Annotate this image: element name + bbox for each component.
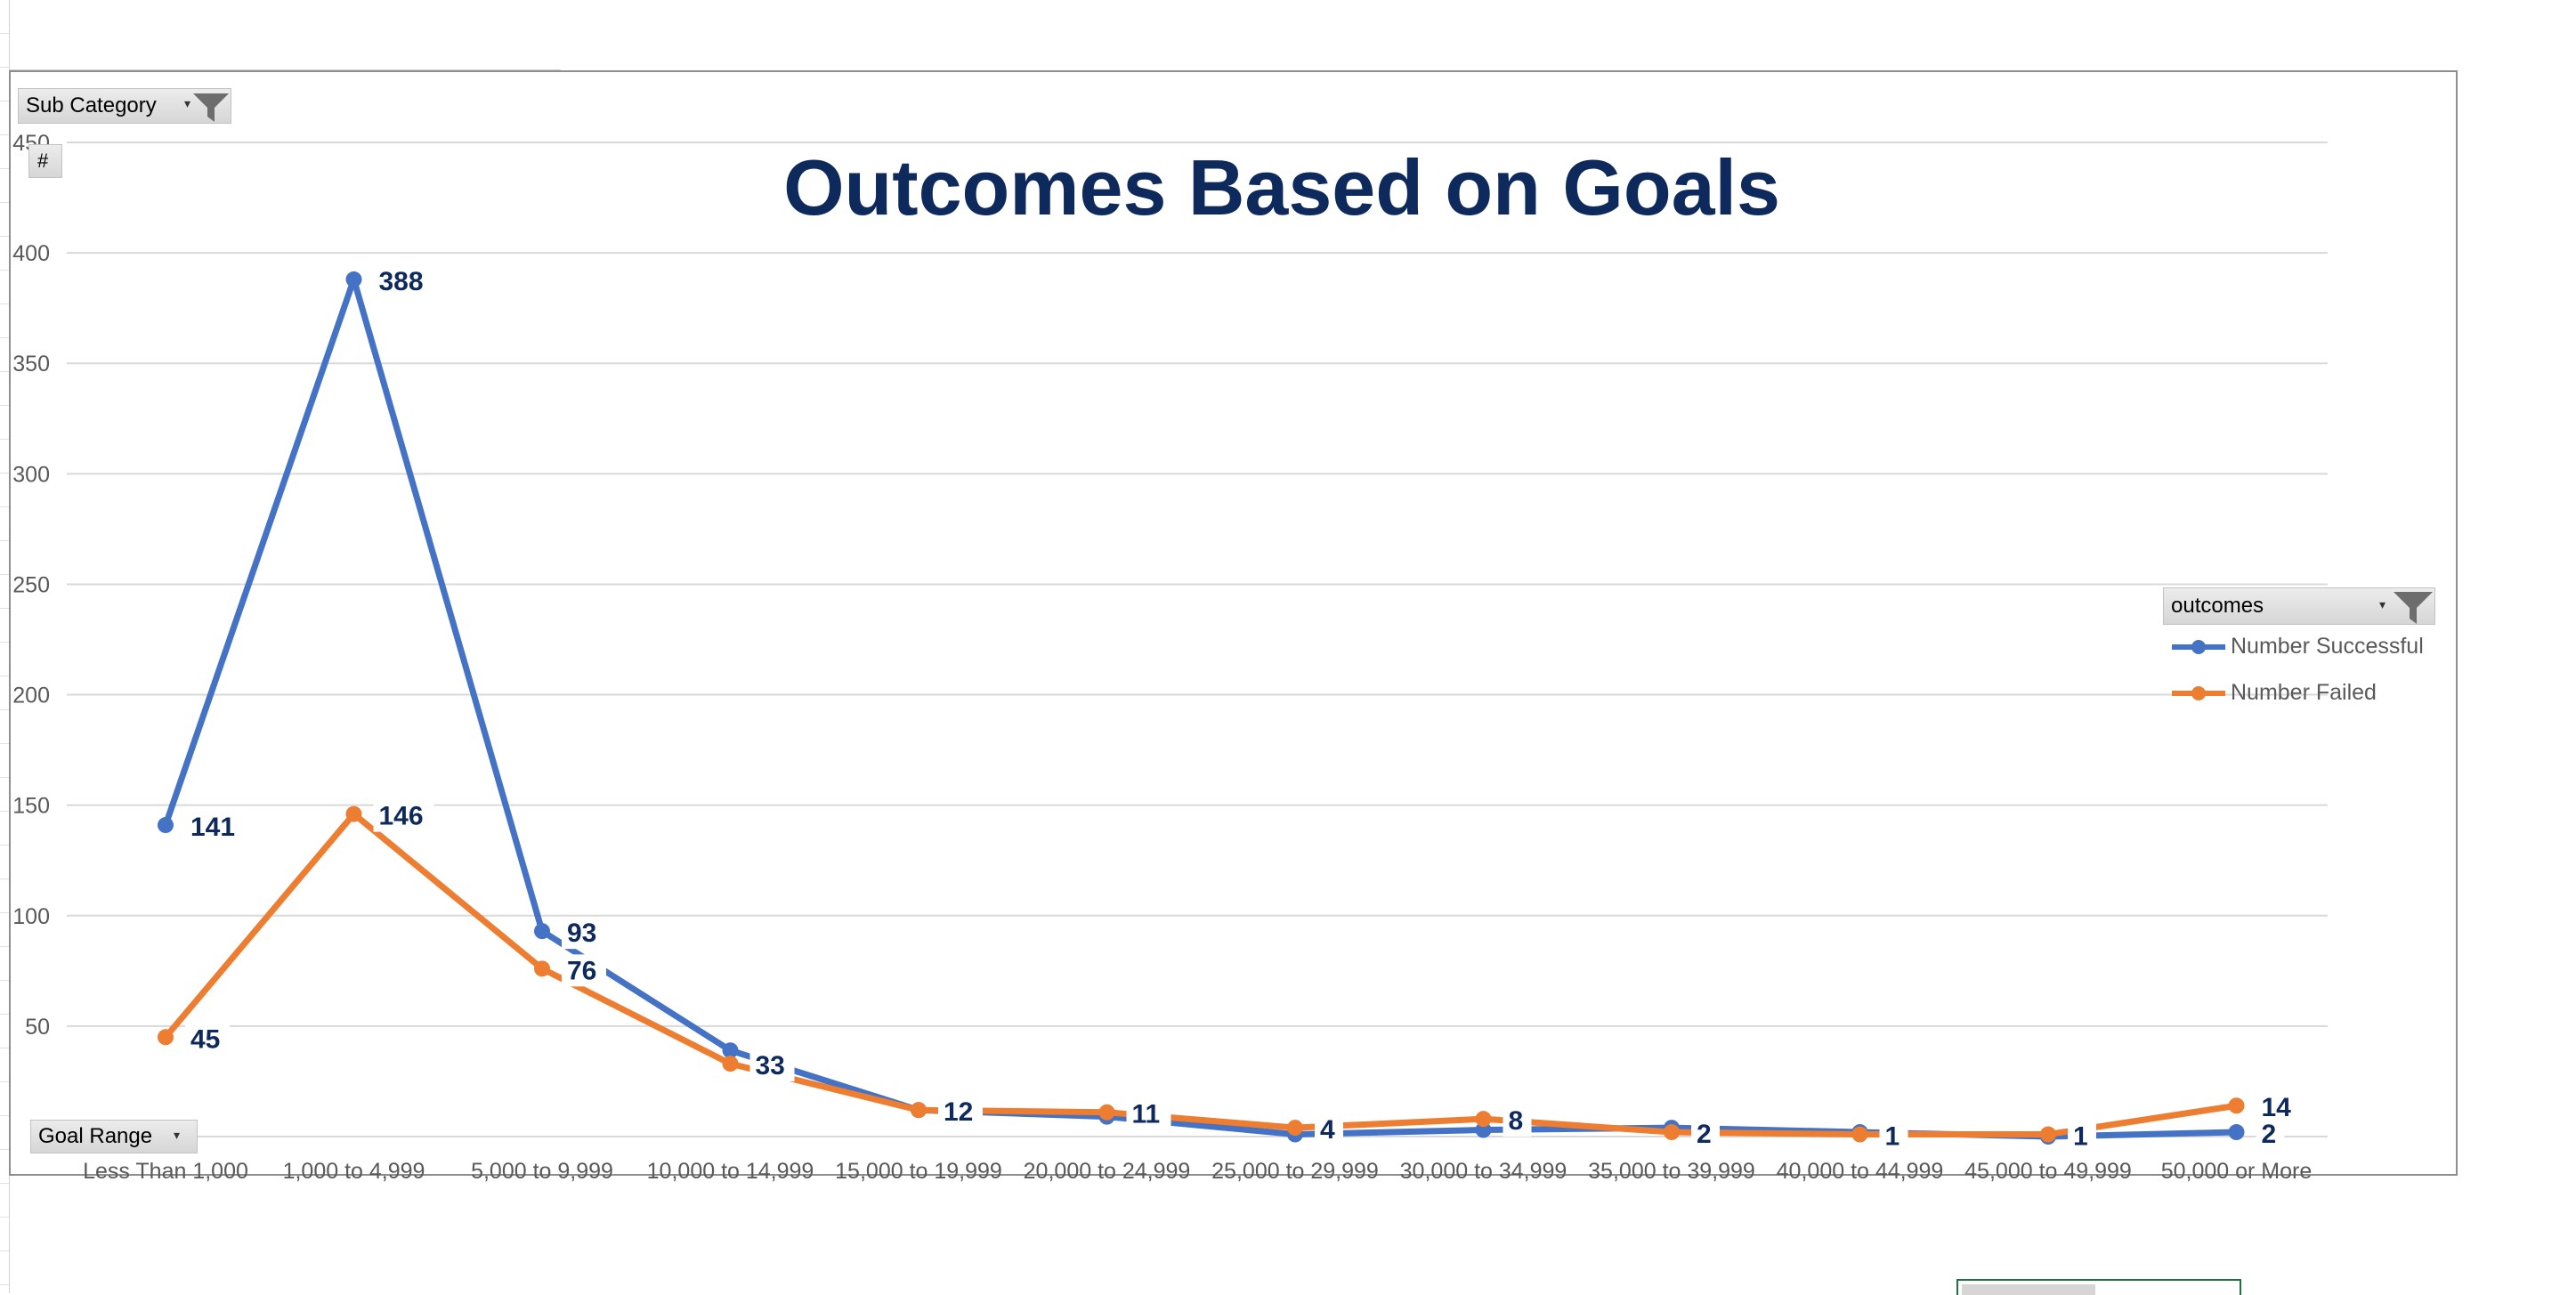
data-label: 8 <box>1509 1106 1524 1136</box>
x-tick-label: 30,000 to 34,999 <box>1400 1159 1567 1184</box>
value-field-label: # <box>37 150 49 172</box>
series-line-failed <box>163 811 2238 1138</box>
y-tick-label: 400 <box>12 241 50 266</box>
pivot-chart[interactable] <box>9 70 2458 1176</box>
data-point-failed <box>2040 1126 2056 1143</box>
x-tick-label: 35,000 to 39,999 <box>1588 1159 1755 1184</box>
goal-range-field-button[interactable]: Goal Range ▾ <box>30 1120 198 1153</box>
x-tick-label: 20,000 to 24,999 <box>1024 1159 1191 1184</box>
legend-label-failed: Number Failed <box>2231 680 2377 705</box>
data-label-bg <box>562 917 606 950</box>
chart-title: Outcomes Based on Goals <box>783 143 1780 231</box>
x-tick-label: Less Than 1,000 <box>83 1159 248 1184</box>
data-label-bg <box>562 954 606 987</box>
filter-funnel-icon <box>2394 592 2433 624</box>
sheet-selection-box[interactable] <box>1956 1279 2241 1295</box>
x-tick-label: 45,000 to 49,999 <box>1964 1159 2132 1184</box>
data-label: 2 <box>2262 1120 2277 1149</box>
data-label: 1 <box>1885 1122 1900 1152</box>
chevron-down-icon: ▾ <box>2379 597 2386 611</box>
data-label-bg <box>1126 1097 1171 1130</box>
legend-item-failed[interactable]: Number Failed <box>2172 680 2377 706</box>
legend-line-failed <box>2172 685 2225 700</box>
selection-fill <box>1962 1284 2095 1295</box>
chevron-down-icon: ▾ <box>174 1128 181 1142</box>
data-label-bg <box>2068 1120 2096 1153</box>
data-point-successful <box>1475 1121 1492 1138</box>
data-point-failed <box>158 1029 174 1046</box>
legend-label-successful: Number Successful <box>2231 634 2424 659</box>
data-point-failed <box>1475 1111 1492 1128</box>
data-point-failed <box>2228 1097 2245 1114</box>
y-tick-label: 300 <box>12 462 50 487</box>
y-tick-label: 200 <box>12 684 50 708</box>
data-point-successful <box>345 271 362 287</box>
data-point-successful <box>722 1042 739 1059</box>
x-tick-label: 40,000 to 44,999 <box>1777 1159 1944 1184</box>
data-label-bg <box>749 1049 795 1082</box>
data-label-bg <box>2256 1091 2301 1124</box>
data-label-bg <box>1503 1105 1532 1137</box>
y-tick-label: 150 <box>12 794 50 819</box>
data-point-failed <box>345 805 362 822</box>
outcomes-field-button[interactable]: outcomes ▾ <box>2163 587 2435 625</box>
data-label: 11 <box>1132 1100 1161 1129</box>
data-label: 1 <box>2073 1122 2088 1152</box>
data-label: 12 <box>944 1097 973 1127</box>
series-line-successful <box>162 276 2237 1140</box>
data-label-bg <box>185 811 246 844</box>
data-label: 2 <box>1697 1120 1712 1149</box>
data-label: 388 <box>379 267 424 296</box>
x-tick-label: 1,000 to 4,999 <box>283 1159 425 1184</box>
data-label-bg <box>373 799 434 832</box>
value-field-button[interactable]: # <box>28 144 62 178</box>
data-label-bg <box>185 1023 230 1056</box>
data-label: 146 <box>379 802 424 831</box>
outcomes-label: outcomes <box>2171 594 2264 618</box>
data-label: 141 <box>190 813 235 842</box>
data-point-failed <box>911 1102 927 1119</box>
x-tick-label: 25,000 to 29,999 <box>1211 1159 1379 1184</box>
y-tick-label: 350 <box>12 352 50 376</box>
data-label-bg <box>1691 1118 1720 1151</box>
data-label: 45 <box>190 1024 220 1054</box>
data-point-successful <box>158 817 174 834</box>
data-point-failed <box>1664 1124 1680 1141</box>
chevron-down-icon: ▾ <box>184 96 191 110</box>
data-label: 4 <box>1320 1115 1335 1145</box>
data-label-bg <box>1315 1113 1343 1146</box>
filter-funnel-icon <box>193 93 229 122</box>
data-point-failed <box>722 1056 739 1072</box>
data-label: 76 <box>567 956 596 985</box>
sub-category-filter-button[interactable]: Sub Category ▾ <box>18 88 231 124</box>
data-label: 93 <box>567 919 596 948</box>
data-point-successful <box>534 923 550 940</box>
x-tick-label: 10,000 to 14,999 <box>647 1159 814 1184</box>
data-label-bg <box>1879 1120 1908 1153</box>
data-point-failed <box>534 960 550 977</box>
data-label-bg <box>373 264 434 297</box>
data-label: 33 <box>756 1051 785 1081</box>
data-point-failed <box>1851 1126 1868 1143</box>
sub-category-label: Sub Category <box>26 93 157 117</box>
legend-item-successful[interactable]: Number Successful <box>2172 634 2424 660</box>
data-label-bg <box>938 1096 983 1129</box>
y-tick-label: 250 <box>12 572 50 597</box>
goal-range-label: Goal Range <box>38 1124 153 1148</box>
data-point-failed <box>1098 1104 1115 1121</box>
x-tick-label: 5,000 to 9,999 <box>471 1159 613 1184</box>
y-tick-label: 100 <box>12 904 50 929</box>
y-tick-label: 50 <box>25 1015 50 1040</box>
sheet-gridline <box>9 69 561 70</box>
x-tick-label: 15,000 to 19,999 <box>835 1159 1002 1184</box>
data-point-successful <box>2228 1124 2245 1141</box>
legend-line-successful <box>2172 639 2225 654</box>
data-label: 14 <box>2262 1093 2292 1122</box>
data-point-failed <box>1287 1120 1303 1137</box>
x-tick-label: 50,000 or More <box>2161 1159 2313 1184</box>
